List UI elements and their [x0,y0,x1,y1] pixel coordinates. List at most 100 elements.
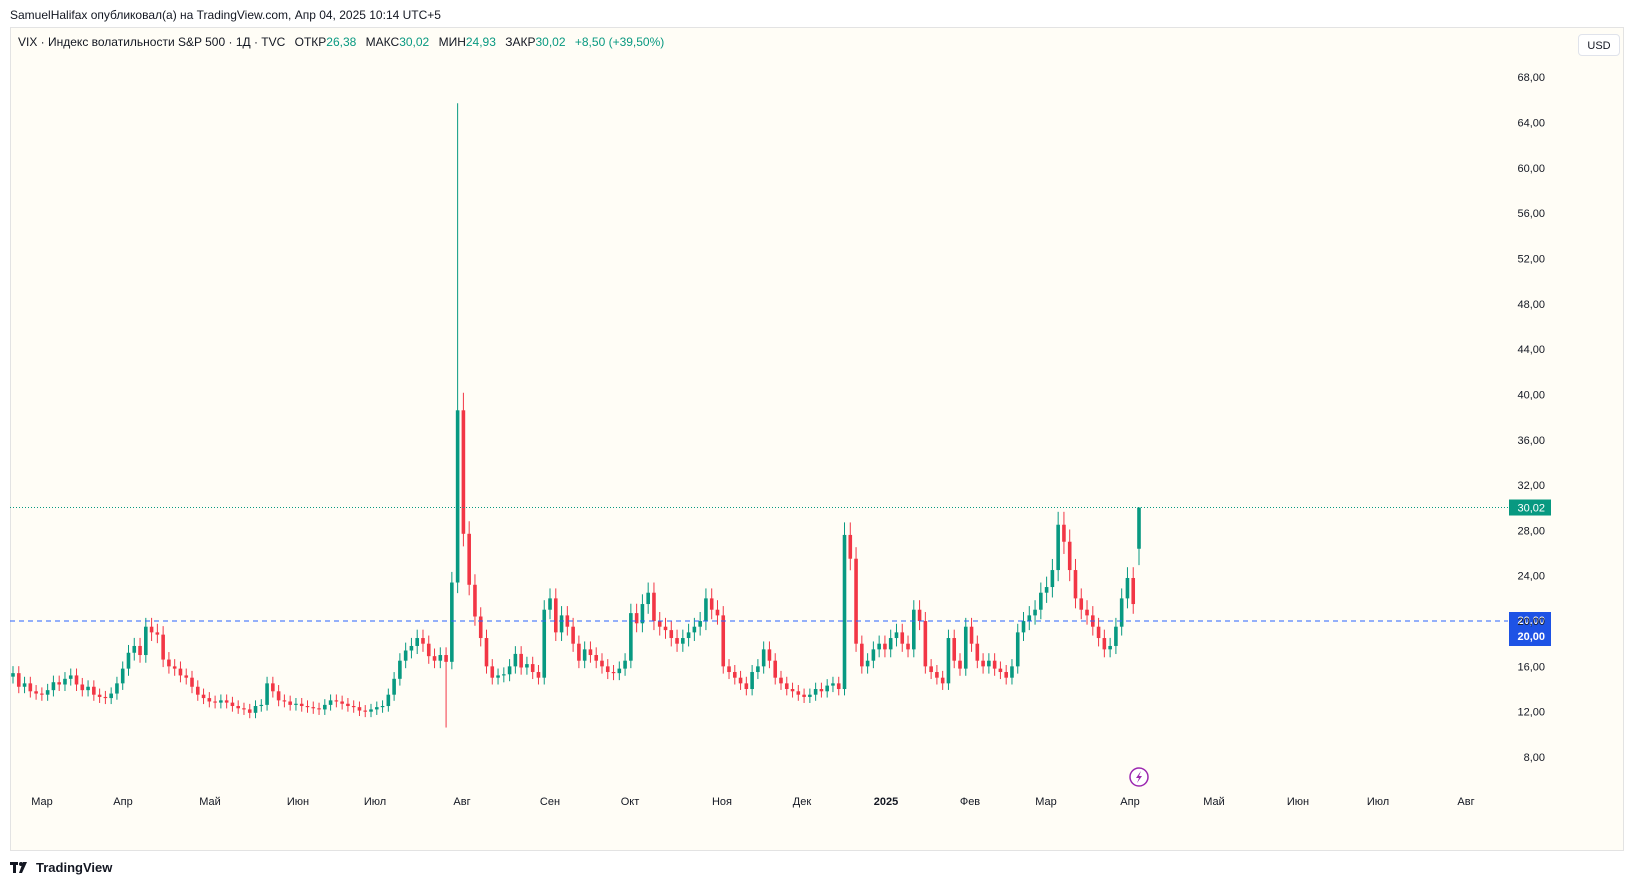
currency-button[interactable]: USD [1578,34,1620,56]
candle-body [68,675,73,679]
candle [519,646,523,675]
candle [57,675,61,692]
candle [935,665,939,685]
candle [149,617,154,641]
candle-body [172,666,177,669]
candle-body [975,643,980,661]
candle-body [871,649,876,661]
lightning-icon-bolt [1136,771,1142,783]
candle-body [299,703,304,707]
candle [709,588,714,620]
candle [900,623,905,652]
candle [663,617,668,639]
candle [784,676,789,696]
legend-high-label: МАКС [365,35,400,49]
candle-body [1137,507,1141,549]
candle-body [675,638,679,644]
candle [888,629,893,658]
candle-body [328,700,333,705]
candle-body [63,678,67,685]
candle-body [750,672,754,690]
candle-body [109,693,113,699]
publish-caption: SamuelHalifax опубликовал(а) на TradingV… [10,8,441,22]
candle [819,682,824,698]
candle-body [294,703,298,705]
candle-body [1102,638,1107,650]
candle [444,647,448,728]
candle [790,682,795,698]
candle-body [657,621,662,627]
candle-body [836,683,841,690]
candle [1073,558,1078,609]
candle-body [808,694,812,697]
candle [432,648,437,669]
candle-body [155,632,160,635]
chart-pane[interactable] [10,27,1624,851]
candle-body [727,666,731,673]
candle-body [115,683,119,694]
candle [311,701,316,714]
candle [63,672,67,692]
candle [1102,629,1107,658]
candle [484,629,489,674]
candle-body [813,689,818,695]
candle [1067,529,1072,582]
candle [779,670,783,690]
candle [357,701,362,717]
candle [369,703,373,718]
candle-body [992,660,997,669]
candle-body [721,615,726,667]
candle-body [1044,587,1049,593]
candle [813,682,818,701]
candle-body [398,660,402,679]
candle [588,641,593,663]
candle [542,600,547,685]
candle [478,607,483,647]
x-tick-label: Июн [1287,796,1309,808]
candle [167,652,171,674]
candle-body [634,613,639,624]
y-tick-label: 52,00 [1517,253,1545,265]
candle-body [207,698,212,702]
candle [68,668,73,686]
candle [426,635,431,664]
candle [120,661,125,690]
candle [917,600,922,631]
candle-body [842,534,847,690]
candle [380,700,385,713]
candle-body [340,701,344,704]
candle [577,635,581,669]
candle-body [132,645,137,653]
candle [109,687,113,705]
x-tick-label: Июн [287,796,309,808]
candle [634,603,639,633]
candle-body [981,660,985,667]
candle-body [623,660,627,669]
candle [415,629,420,655]
candle-body [1085,609,1089,616]
candle [34,685,38,700]
candle-body [1125,577,1130,599]
candle-body [865,660,870,667]
x-tick-label: Дек [793,796,812,808]
legend-symbol[interactable]: VIX · Индекс волатильности S&P 500 · 1Д … [18,35,286,49]
candle [623,653,627,676]
candle [392,672,396,701]
candle-body [11,673,15,677]
candle [184,668,189,685]
candle-body [144,626,148,656]
candle [1125,567,1130,609]
candle [692,617,697,641]
candle [323,699,327,715]
lightning-icon[interactable] [1129,767,1149,787]
last-price-label: 30,02 [1517,503,1545,515]
tradingview-logo[interactable]: TradingView [10,860,112,875]
candle-body [940,677,945,684]
candle-body [1010,666,1014,678]
candle [715,600,720,625]
candle-body [1073,570,1078,599]
candle-body [305,706,310,708]
candle-body [600,660,604,667]
candle [1108,637,1112,658]
